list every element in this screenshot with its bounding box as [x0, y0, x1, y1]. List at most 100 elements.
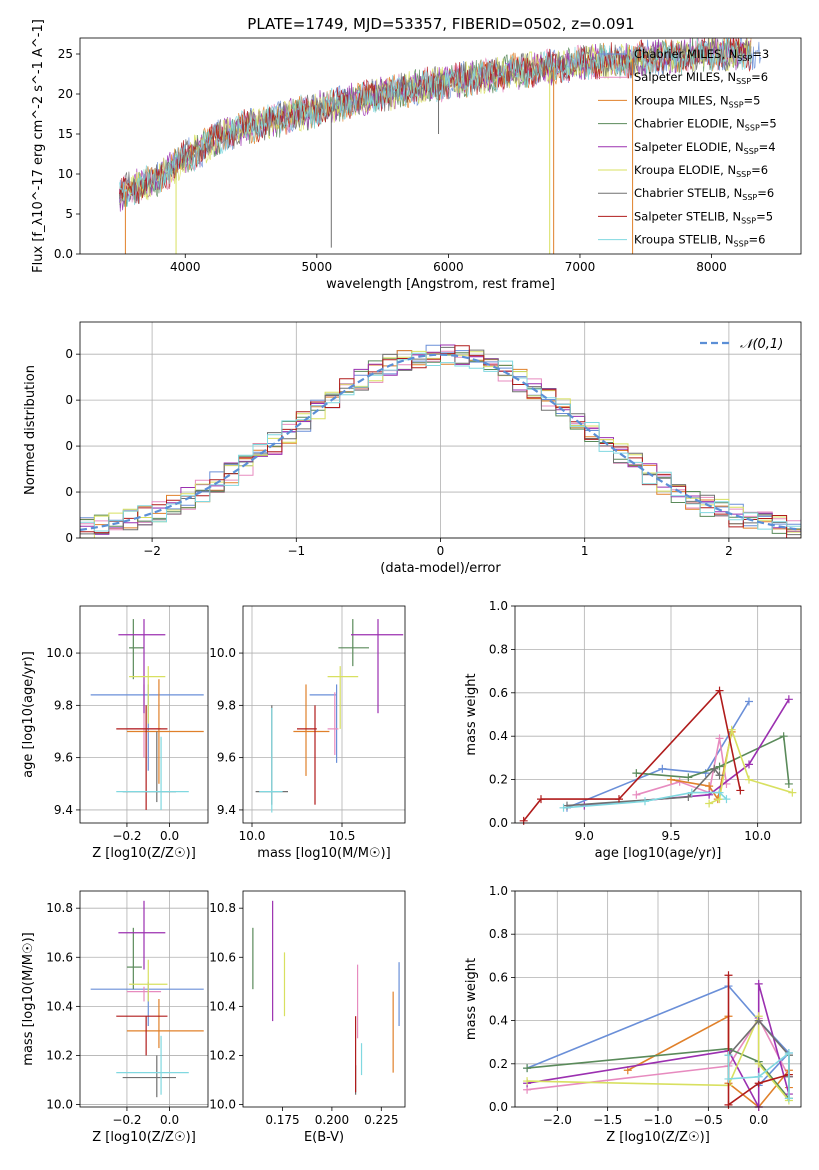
residuals-xtick-label: −2	[143, 544, 161, 558]
legend-entry-tail: =3	[752, 47, 769, 61]
weight-marker	[715, 771, 724, 780]
weight-marker	[784, 779, 793, 788]
legend-entry: Kroupa MILES, NSSP=5	[634, 93, 760, 109]
residuals-ylabel: Normed distribution	[23, 365, 38, 495]
z-weight-ytick-label: 0.8	[489, 927, 508, 941]
weight-line-chabrier-miles	[566, 701, 750, 809]
z-age-xlabel: Z [log10(Z/Z☉)]	[92, 846, 196, 861]
weight-marker	[754, 1016, 763, 1025]
weight-marker	[715, 686, 724, 695]
legend-entry-sub: SSP	[744, 147, 759, 156]
z-age-ylabel: age [log10(age/yr)]	[21, 651, 36, 778]
spectrum-panel	[76, 38, 762, 258]
weight-marker	[615, 795, 623, 804]
legend-entry: Salpeter STELIB, NSSP=5	[634, 209, 773, 225]
weight-marker	[641, 797, 649, 806]
residuals-frame	[79, 321, 802, 539]
ebv-mass-ytick-label: 10.4	[209, 999, 236, 1013]
weight-marker	[710, 764, 719, 773]
legend-entry-tail: =6	[751, 70, 768, 84]
legend-entry-tail: =6	[757, 186, 774, 200]
weight-marker	[745, 775, 753, 784]
legend-entry-label: Salpeter MILES, N	[634, 70, 736, 84]
legend-entry-tail: =6	[751, 163, 768, 177]
weight-marker	[784, 695, 793, 704]
weight-marker	[715, 788, 724, 797]
weight-marker	[519, 816, 528, 825]
ebv-mass-xtick-label: 0.225	[364, 1113, 398, 1127]
z-mass-frame	[79, 890, 209, 1108]
legend-entry-sub: SSP	[745, 124, 760, 133]
mass-age-ytick-label: 9.8	[217, 698, 236, 712]
age-weight-ytick-label: 0.4	[489, 729, 508, 743]
z-weight-panel	[511, 890, 801, 1111]
spectrum-xtick-label: 8000	[696, 260, 727, 274]
weight-marker	[724, 1074, 733, 1083]
spectrum-frame	[79, 37, 802, 255]
spectrum-ytick-label: 20	[58, 87, 73, 101]
weight-marker	[687, 788, 696, 797]
age-weight-ytick-label: 0.8	[489, 642, 508, 656]
z-mass-ylabel: mass [log10(M/M☉)]	[21, 932, 36, 1065]
weight-marker	[754, 1072, 763, 1081]
z-mass-ytick-label: 10.0	[46, 1098, 73, 1112]
z-weight-xtick-label: −0.5	[694, 1113, 723, 1127]
z-weight-xtick-label: −1.0	[643, 1113, 672, 1127]
legend-entry-label: Kroupa MILES, N	[634, 93, 729, 107]
ebv-mass-frame	[242, 890, 406, 1108]
age-weight-ytick-label: 0.0	[489, 816, 508, 830]
legend-entry-label: Salpeter STELIB, N	[634, 209, 741, 223]
weight-marker	[705, 799, 714, 808]
z-age-ytick-label: 10.0	[46, 646, 73, 660]
ebv-mass-xlabel: E(B-V)	[304, 1130, 344, 1145]
weight-line-salpeter-elodie	[584, 698, 790, 807]
residuals-ytick-label: 0	[65, 347, 73, 361]
legend-entry-label: Chabrier STELIB, N	[634, 186, 742, 200]
spectrum-xlabel: wavelength [Angstrom, rest frame]	[326, 277, 555, 292]
z-mass-xlabel: Z [log10(Z/Z☉)]	[92, 1130, 196, 1145]
z-age-frame	[79, 605, 209, 824]
legend-entry: Chabrier MILES, NSSP=3	[634, 47, 769, 63]
weight-line-salpeter-stelib	[727, 975, 790, 1107]
weight-marker	[754, 1059, 763, 1068]
legend-entry: Salpeter MILES, NSSP=6	[634, 70, 768, 86]
legend-entry: Kroupa STELIB, NSSP=6	[634, 233, 765, 249]
age-weight-xtick-label: 9.0	[575, 829, 594, 843]
mass-age-xtick-label: 10.0	[239, 829, 266, 843]
weight-marker	[745, 760, 753, 769]
legend-entry-tail: =5	[744, 93, 761, 107]
age-weight-xlabel: age [log10(age/yr)]	[595, 846, 722, 861]
weight-marker	[724, 971, 733, 980]
legend-entry-label: Chabrier MILES, N	[634, 47, 737, 61]
spectrum-ytick-label: 15	[58, 127, 73, 141]
weight-marker	[715, 762, 724, 771]
legend-entry: Kroupa ELODIE, NSSP=6	[634, 163, 768, 179]
ebv-mass-xtick-label: 0.175	[265, 1113, 299, 1127]
weight-marker	[523, 1064, 532, 1073]
ebv-mass-ytick-label: 10.2	[209, 1048, 236, 1062]
weight-line-salpeter-elodie	[526, 983, 790, 1107]
legend-entry-label: Kroupa ELODIE, N	[634, 163, 736, 177]
weight-marker	[784, 1094, 793, 1103]
z-age-ytick-label: 9.4	[54, 803, 73, 817]
legend-entry-tail: =4	[759, 140, 776, 154]
z-age-xtick-label: 0.0	[160, 829, 179, 843]
residuals-xtick-label: 2	[725, 544, 733, 558]
z-weight-xtick-label: 0.0	[749, 1113, 768, 1127]
legend-entry: Chabrier STELIB, NSSP=6	[634, 186, 774, 202]
age-weight-ytick-label: 0.6	[489, 686, 508, 700]
residuals-ytick-label: 0	[65, 439, 73, 453]
weight-marker	[736, 786, 745, 795]
weight-marker	[724, 1051, 733, 1060]
legend-entry-label: Kroupa STELIB, N	[634, 233, 734, 247]
legend-entry-sub: SSP	[737, 54, 752, 63]
z-mass-xtick-label: −0.2	[112, 1113, 141, 1127]
weight-marker	[632, 790, 641, 799]
spectrum-xtick-label: 6000	[433, 260, 464, 274]
spectrum-ylabel: Flux [f_λ10^-17 erg cm^-2 s^-1 A^-1]	[31, 19, 46, 273]
legend-entry-label: Salpeter ELODIE, N	[634, 140, 744, 154]
spectrum-xtick-label: 4000	[170, 260, 201, 274]
age-weight-xtick-label: 9.5	[661, 829, 680, 843]
age-weight-ylabel: mass weight	[464, 673, 479, 755]
